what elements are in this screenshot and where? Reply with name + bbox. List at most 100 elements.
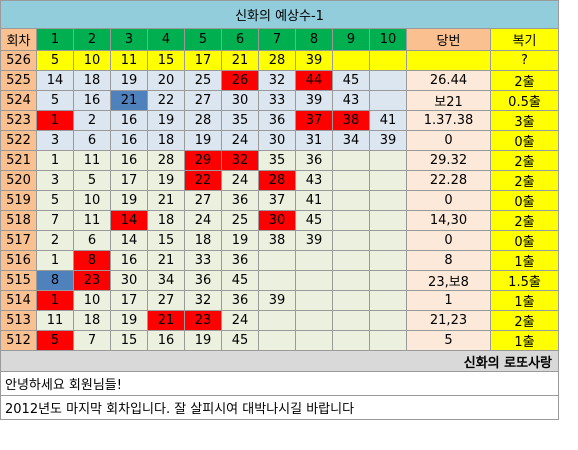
number-cell[interactable]: 21 <box>110 90 148 111</box>
number-cell[interactable]: 17 <box>184 50 222 71</box>
number-cell[interactable] <box>369 250 407 271</box>
number-cell[interactable]: 19 <box>184 130 222 151</box>
number-cell[interactable]: 36 <box>184 270 222 291</box>
number-cell[interactable]: 1 <box>36 250 74 271</box>
round-cell[interactable]: 524 <box>0 90 37 111</box>
number-cell[interactable]: 38 <box>332 110 370 131</box>
number-cell[interactable]: 27 <box>147 290 185 311</box>
number-cell[interactable]: 1 <box>36 150 74 171</box>
reward-cell[interactable]: 2출 <box>490 170 559 191</box>
number-cell[interactable]: 5 <box>36 330 74 351</box>
number-cell[interactable] <box>332 330 370 351</box>
number-cell[interactable]: 21 <box>221 50 259 71</box>
number-cell[interactable] <box>295 290 333 311</box>
number-cell[interactable]: 8 <box>36 270 74 291</box>
round-cell[interactable]: 522 <box>0 130 37 151</box>
number-cell[interactable]: 35 <box>258 150 296 171</box>
number-cell[interactable]: 28 <box>147 150 185 171</box>
win-cell[interactable]: 21,23 <box>406 310 491 331</box>
round-cell[interactable]: 514 <box>0 290 37 311</box>
round-cell[interactable]: 516 <box>0 250 37 271</box>
number-cell[interactable]: 18 <box>73 310 111 331</box>
number-cell[interactable]: 25 <box>221 210 259 231</box>
number-cell[interactable]: 36 <box>221 250 259 271</box>
number-cell[interactable]: 5 <box>36 90 74 111</box>
number-cell[interactable]: 32 <box>221 150 259 171</box>
number-cell[interactable]: 19 <box>110 310 148 331</box>
reward-cell[interactable]: 2출 <box>490 310 559 331</box>
win-cell[interactable] <box>406 50 491 71</box>
number-cell[interactable]: 29 <box>184 150 222 171</box>
number-cell[interactable]: 15 <box>147 230 185 251</box>
number-cell[interactable] <box>369 50 407 71</box>
number-cell[interactable]: 32 <box>258 70 296 91</box>
number-cell[interactable] <box>369 310 407 331</box>
number-cell[interactable]: 7 <box>36 210 74 231</box>
round-cell[interactable]: 515 <box>0 270 37 291</box>
reward-cell[interactable]: 2출 <box>490 210 559 231</box>
number-cell[interactable]: 30 <box>110 270 148 291</box>
number-cell[interactable]: 16 <box>110 150 148 171</box>
number-cell[interactable]: 15 <box>147 50 185 71</box>
number-cell[interactable]: 18 <box>147 210 185 231</box>
number-cell[interactable]: 6 <box>73 130 111 151</box>
number-cell[interactable]: 39 <box>295 230 333 251</box>
number-cell[interactable]: 41 <box>369 110 407 131</box>
number-cell[interactable]: 38 <box>258 230 296 251</box>
number-cell[interactable]: 27 <box>184 190 222 211</box>
win-cell[interactable]: 5 <box>406 330 491 351</box>
number-cell[interactable]: 16 <box>73 90 111 111</box>
reward-cell[interactable]: 1출 <box>490 290 559 311</box>
number-cell[interactable] <box>258 270 296 291</box>
round-cell[interactable]: 518 <box>0 210 37 231</box>
round-cell[interactable]: 526 <box>0 50 37 71</box>
round-cell[interactable]: 521 <box>0 150 37 171</box>
win-cell[interactable]: 29.32 <box>406 150 491 171</box>
number-cell[interactable]: 39 <box>369 130 407 151</box>
number-cell[interactable]: 36 <box>221 190 259 211</box>
number-cell[interactable] <box>369 290 407 311</box>
number-cell[interactable]: 19 <box>147 170 185 191</box>
number-cell[interactable] <box>369 210 407 231</box>
round-cell[interactable]: 512 <box>0 330 37 351</box>
number-cell[interactable]: 10 <box>73 50 111 71</box>
number-cell[interactable]: 16 <box>110 130 148 151</box>
number-cell[interactable]: 14 <box>110 210 148 231</box>
number-cell[interactable]: 36 <box>221 290 259 311</box>
number-cell[interactable]: 14 <box>110 230 148 251</box>
reward-cell[interactable]: 0출 <box>490 230 559 251</box>
number-cell[interactable]: 14 <box>36 70 74 91</box>
number-cell[interactable] <box>332 50 370 71</box>
number-cell[interactable] <box>332 210 370 231</box>
number-cell[interactable]: 11 <box>110 50 148 71</box>
round-cell[interactable]: 525 <box>0 70 37 91</box>
number-cell[interactable] <box>295 270 333 291</box>
win-cell[interactable]: 0 <box>406 230 491 251</box>
number-cell[interactable]: 41 <box>295 190 333 211</box>
number-cell[interactable]: 24 <box>221 310 259 331</box>
win-cell[interactable]: 26.44 <box>406 70 491 91</box>
number-cell[interactable]: 37 <box>258 190 296 211</box>
number-cell[interactable]: 3 <box>36 170 74 191</box>
number-cell[interactable]: 24 <box>221 170 259 191</box>
number-cell[interactable] <box>369 90 407 111</box>
number-cell[interactable]: 11 <box>36 310 74 331</box>
number-cell[interactable]: 39 <box>295 50 333 71</box>
reward-cell[interactable]: 1출 <box>490 250 559 271</box>
win-cell[interactable]: 0 <box>406 190 491 211</box>
number-cell[interactable] <box>369 190 407 211</box>
number-cell[interactable]: 3 <box>36 130 74 151</box>
number-cell[interactable] <box>332 230 370 251</box>
reward-cell[interactable]: 2출 <box>490 70 559 91</box>
round-cell[interactable]: 520 <box>0 170 37 191</box>
number-cell[interactable]: 31 <box>295 130 333 151</box>
number-cell[interactable]: 8 <box>73 250 111 271</box>
number-cell[interactable]: 17 <box>110 170 148 191</box>
number-cell[interactable]: 22 <box>147 90 185 111</box>
number-cell[interactable]: 28 <box>184 110 222 131</box>
number-cell[interactable]: 45 <box>221 270 259 291</box>
round-cell[interactable]: 517 <box>0 230 37 251</box>
number-cell[interactable] <box>369 170 407 191</box>
number-cell[interactable]: 2 <box>36 230 74 251</box>
number-cell[interactable] <box>295 330 333 351</box>
